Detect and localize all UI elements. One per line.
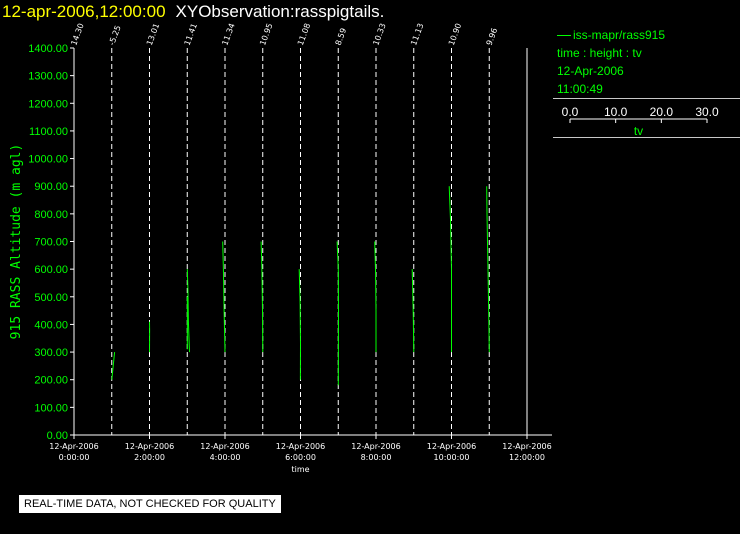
legend-scale-label: tv	[634, 124, 643, 137]
legend-series: iss-mapr/rass915	[553, 26, 740, 44]
rass-profile-line	[336, 241, 340, 386]
y-tick-label: 600.00	[34, 264, 68, 276]
y-tick-label: 700.00	[34, 237, 68, 249]
x-tick-date: 12-Apr-2006	[200, 442, 249, 451]
legend-description: time : height : tv	[557, 46, 642, 60]
y-tick-label: 400.00	[34, 319, 68, 331]
legend-scale-tick-label: 20.0	[650, 105, 674, 119]
x-tick-label: 6:00:00	[285, 453, 316, 462]
rass-profile-line	[448, 186, 452, 353]
x-tick-date: 12-Apr-2006	[502, 442, 551, 451]
legend-scale-tick-label: 30.0	[695, 105, 719, 119]
x-tick-label: 8:00:00	[361, 453, 392, 462]
x-tick-date: 12-Apr-2006	[49, 442, 98, 451]
rass-profile-line	[486, 186, 490, 353]
legend-scale-tick-label: 10.0	[604, 105, 628, 119]
x-tick-date: 12-Apr-2006	[125, 442, 174, 451]
y-tick-label: 800.00	[34, 209, 68, 221]
x-tick-label: 2:00:00	[134, 453, 165, 462]
legend-divider-top	[553, 98, 740, 99]
observation-label: 9.96	[485, 27, 500, 47]
y-tick-label: 1000.00	[28, 154, 68, 166]
y-tick-label: 1100.00	[29, 126, 68, 138]
x-tick-label: 0:00:00	[59, 453, 90, 462]
legend-scale-area: 0.0 10.0 20.0 30.0 tv	[553, 99, 740, 137]
x-tick-date: 12-Apr-2006	[427, 442, 476, 451]
rass-profile-line	[298, 269, 302, 380]
legend-time: 11:00:49	[557, 82, 603, 96]
x-tick-date: 12-Apr-2006	[276, 442, 325, 451]
observation-label: -5.25	[107, 24, 123, 47]
legend-panel: iss-mapr/rass915 time : height : tv 12-A…	[553, 26, 740, 138]
rass-profile-line	[222, 241, 226, 353]
legend-scale-tick-label: 0.0	[562, 105, 579, 119]
header-datetime: 12-apr-2006,12:00:00	[2, 2, 166, 21]
rass-profile-line	[186, 269, 190, 353]
x-tick-label: 10:00:00	[434, 453, 470, 462]
legend-divider-bottom	[553, 137, 740, 138]
x-tick-label: 4:00:00	[210, 453, 241, 462]
observation-label: 11.41	[183, 22, 199, 47]
quality-disclaimer: REAL-TIME DATA, NOT CHECKED FOR QUALITY	[19, 495, 281, 513]
observation-label: 10.90	[447, 22, 463, 47]
y-axis-title: 915 RASS Altitude (m agl)	[9, 144, 24, 340]
x-tick-date: 12-Apr-2006	[351, 442, 400, 451]
legend-series-name: iss-mapr/rass915	[573, 28, 666, 42]
y-tick-label: 200.00	[34, 375, 68, 387]
rass-profile-line	[260, 241, 264, 353]
x-axis-title: time	[291, 465, 309, 474]
y-tick-label: 500.00	[34, 292, 68, 304]
rass-profile-line	[374, 241, 377, 353]
y-tick-label: 100.00	[34, 402, 68, 414]
y-tick-label: 1300.00	[28, 71, 68, 83]
chart-header: 12-apr-2006,12:00:00 XYObservation:rasspi…	[2, 1, 384, 23]
y-tick-label: 1200.00	[28, 98, 68, 110]
observation-label: 11.34	[220, 22, 236, 47]
y-tick-label: 300.00	[34, 347, 68, 359]
observation-label: 11.08	[296, 22, 312, 47]
x-tick-label: 12:00:00	[509, 453, 545, 462]
rass-profile-line	[411, 269, 415, 353]
observation-label: 11.13	[409, 22, 425, 47]
legend-date: 12-Apr-2006	[557, 64, 624, 78]
observation-label: 8.59	[334, 27, 349, 47]
observation-label: 10.95	[258, 22, 274, 47]
y-tick-label: 0.00	[47, 430, 68, 442]
legend-scale: 0.0 10.0 20.0 30.0 tv	[562, 105, 719, 137]
header-title: XYObservation:rasspigtails.	[175, 2, 385, 21]
rass-profile-line	[111, 352, 116, 380]
legend-line-swatch	[557, 35, 571, 37]
observation-label: 14.30	[69, 22, 85, 47]
y-tick-label: 1400.00	[28, 43, 68, 55]
observation-label: 10.33	[371, 22, 387, 47]
y-tick-label: 900.00	[34, 181, 68, 193]
observation-label: 13.01	[145, 22, 161, 47]
